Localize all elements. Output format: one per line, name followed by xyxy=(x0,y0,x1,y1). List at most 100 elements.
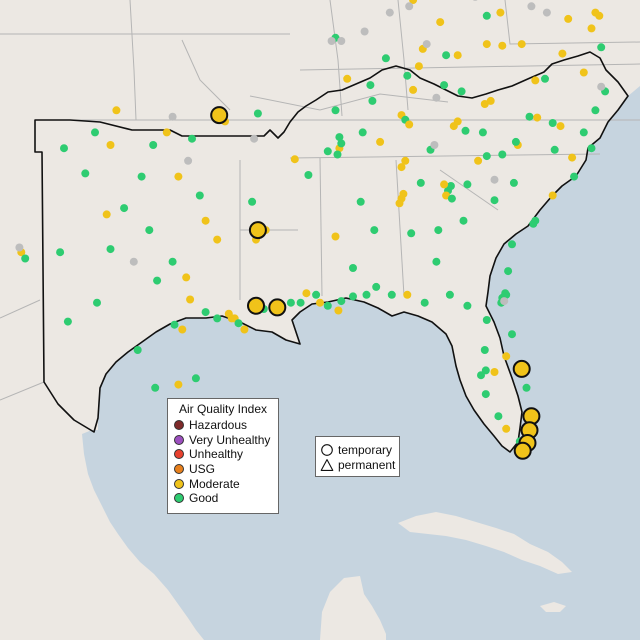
station-marker[interactable] xyxy=(234,319,243,328)
station-marker[interactable] xyxy=(434,226,443,235)
station-marker[interactable] xyxy=(508,330,516,339)
station-marker[interactable] xyxy=(597,43,606,52)
station-marker[interactable] xyxy=(327,37,336,45)
station-marker[interactable] xyxy=(496,8,505,17)
station-marker[interactable] xyxy=(498,41,507,50)
station-marker-temporary[interactable] xyxy=(268,298,287,317)
station-marker[interactable] xyxy=(531,76,540,85)
station-marker[interactable] xyxy=(201,308,210,317)
station-marker[interactable] xyxy=(525,112,534,121)
station-marker[interactable] xyxy=(349,292,357,301)
station-marker[interactable] xyxy=(556,122,565,131)
station-marker[interactable] xyxy=(480,100,489,108)
station-marker[interactable] xyxy=(153,276,162,285)
station-marker[interactable] xyxy=(102,210,111,219)
station-marker[interactable] xyxy=(334,306,343,315)
station-marker[interactable] xyxy=(440,180,449,189)
station-marker[interactable] xyxy=(191,374,200,383)
station-marker[interactable] xyxy=(502,424,511,433)
station-marker[interactable] xyxy=(366,81,375,90)
station-marker[interactable] xyxy=(486,96,495,105)
station-marker[interactable] xyxy=(403,71,412,80)
station-marker[interactable] xyxy=(370,226,379,235)
station-marker[interactable] xyxy=(463,180,472,189)
station-marker[interactable] xyxy=(533,113,542,122)
station-marker[interactable] xyxy=(401,156,410,165)
station-marker[interactable] xyxy=(333,150,342,159)
station-marker[interactable] xyxy=(331,106,340,115)
station-marker[interactable] xyxy=(81,169,90,178)
station-marker[interactable] xyxy=(286,298,295,307)
station-marker[interactable] xyxy=(422,40,431,49)
station-marker[interactable] xyxy=(446,182,455,190)
station-marker[interactable] xyxy=(480,346,489,354)
station-marker[interactable] xyxy=(56,248,65,257)
station-marker[interactable] xyxy=(449,122,458,131)
station-marker[interactable] xyxy=(120,204,129,213)
station-marker[interactable] xyxy=(490,196,499,205)
station-marker[interactable] xyxy=(405,2,414,11)
station-marker[interactable] xyxy=(248,197,257,206)
station-marker[interactable] xyxy=(502,352,511,361)
station-marker[interactable] xyxy=(440,81,449,90)
station-marker[interactable] xyxy=(477,371,485,380)
station-marker[interactable] xyxy=(63,317,72,326)
station-marker[interactable] xyxy=(296,298,305,307)
station-marker[interactable] xyxy=(403,290,412,299)
station-marker-temporary[interactable] xyxy=(210,106,229,125)
station-marker[interactable] xyxy=(335,133,344,142)
station-marker[interactable] xyxy=(60,144,68,153)
station-marker[interactable] xyxy=(517,40,526,49)
station-marker[interactable] xyxy=(482,152,491,161)
station-marker[interactable] xyxy=(597,82,606,91)
station-marker[interactable] xyxy=(471,0,479,1)
station-marker[interactable] xyxy=(482,11,491,20)
station-marker[interactable] xyxy=(570,172,579,181)
station-marker[interactable] xyxy=(21,254,30,263)
station-marker[interactable] xyxy=(304,171,313,179)
station-marker[interactable] xyxy=(501,289,510,298)
station-marker[interactable] xyxy=(459,216,468,225)
station-marker[interactable] xyxy=(568,153,577,162)
station-marker[interactable] xyxy=(442,51,451,60)
station-marker[interactable] xyxy=(349,264,357,272)
station-marker[interactable] xyxy=(145,226,154,235)
station-marker[interactable] xyxy=(399,189,408,198)
station-marker[interactable] xyxy=(188,134,196,143)
station-marker[interactable] xyxy=(112,106,121,115)
station-marker[interactable] xyxy=(453,51,462,60)
station-marker[interactable] xyxy=(482,316,491,324)
station-marker[interactable] xyxy=(376,137,385,146)
station-marker[interactable] xyxy=(93,298,101,307)
station-marker[interactable] xyxy=(106,245,115,254)
station-marker[interactable] xyxy=(316,298,324,307)
station-marker[interactable] xyxy=(15,243,24,252)
station-marker[interactable] xyxy=(407,229,416,238)
station-marker[interactable] xyxy=(184,156,193,165)
station-marker[interactable] xyxy=(91,128,99,137)
station-marker-temporary[interactable] xyxy=(513,441,532,460)
station-marker[interactable] xyxy=(137,172,146,181)
station-marker[interactable] xyxy=(186,295,195,304)
station-marker[interactable] xyxy=(368,96,377,105)
station-marker[interactable] xyxy=(149,141,158,149)
station-marker[interactable] xyxy=(457,87,466,96)
station-marker[interactable] xyxy=(436,18,445,27)
station-marker[interactable] xyxy=(511,137,520,146)
station-marker[interactable] xyxy=(106,141,115,149)
station-marker[interactable] xyxy=(337,139,346,148)
station-marker[interactable] xyxy=(201,216,210,225)
station-marker[interactable] xyxy=(482,40,491,49)
station-marker[interactable] xyxy=(432,93,441,102)
station-marker[interactable] xyxy=(548,191,557,200)
station-marker[interactable] xyxy=(253,109,262,118)
station-marker[interactable] xyxy=(372,282,381,291)
station-marker[interactable] xyxy=(356,197,365,206)
station-marker[interactable] xyxy=(381,54,390,63)
station-marker[interactable] xyxy=(558,49,567,58)
station-marker[interactable] xyxy=(133,346,142,354)
station-marker[interactable] xyxy=(362,290,371,299)
station-marker[interactable] xyxy=(498,150,507,159)
station-marker[interactable] xyxy=(302,289,311,298)
